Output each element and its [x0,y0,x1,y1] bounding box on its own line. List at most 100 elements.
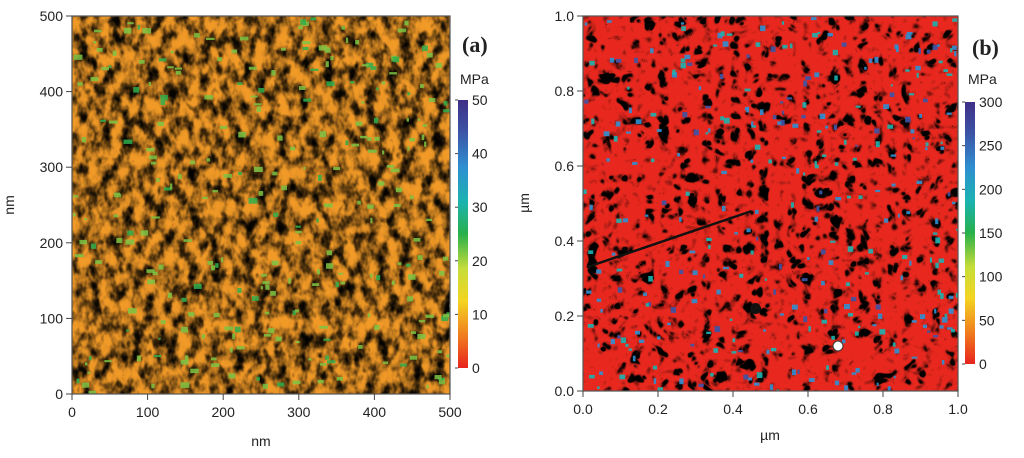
texture-speck [650,48,654,54]
texture-speck [782,44,788,49]
texture-speck [902,255,908,260]
texture-speck [935,218,939,225]
texture-speck [404,20,409,26]
colorbar-tick-label: 0 [472,360,480,376]
texture-speck [410,195,414,200]
texture-speck [212,189,218,193]
texture-speck [834,75,838,81]
texture-speck [855,144,858,147]
texture-speck [941,360,945,365]
texture-speck [419,84,424,89]
texture-speck [875,189,881,193]
texture-speck [834,380,840,386]
texture-speck [910,129,915,134]
texture-speck [754,144,761,150]
x-tick-label: 0 [68,404,76,420]
texture-speck [376,87,379,91]
texture-speck [672,69,676,75]
texture-speck [335,281,339,288]
texture-speck [874,56,879,63]
texture-speck [850,297,857,302]
texture-speck [670,307,677,313]
texture-speck [828,260,834,265]
texture-speck [188,312,195,317]
texture-speck [747,377,753,381]
texture-speck [680,62,686,69]
texture-speck [205,37,215,40]
texture-speck [163,187,172,191]
texture-speck [370,273,373,278]
texture-speck [438,378,446,385]
texture-speck [816,206,820,212]
texture-speck [801,114,806,119]
texture-speck [915,65,921,71]
texture-speck [894,44,899,50]
colorbar-tick-label: 150 [979,225,1003,241]
texture-speck [180,326,189,333]
panel-b-colorbar [965,102,975,364]
x-tick-label: 300 [287,404,311,420]
texture-speck [136,355,141,362]
texture-speck [417,334,426,339]
texture-speck [805,76,812,81]
texture-speck [948,308,954,314]
panel-a-x-axis-label: nm [251,433,270,449]
texture-speck [146,148,155,152]
panel-b-heatmap [583,16,958,391]
texture-speck [426,218,432,222]
texture-speck [693,129,699,136]
texture-speck [759,25,766,32]
texture-speck [81,137,87,143]
texture-speck [345,140,349,146]
texture-speck [812,33,818,38]
texture-speck [400,363,407,367]
texture-speck [714,326,721,333]
panel-b-frame [582,15,959,392]
texture-speck [890,84,893,87]
texture-speck [844,139,847,145]
texture-speck [948,295,954,299]
texture-speck [841,42,847,47]
texture-speck [125,239,135,245]
texture-speck [151,216,160,219]
texture-speck [803,80,808,87]
texture-speck [653,378,657,384]
texture-speck [705,105,711,109]
texture-speck [720,31,725,37]
texture-speck [652,365,658,370]
texture-speck [351,143,360,147]
texture-speck [319,325,328,329]
texture-speck [589,60,595,66]
texture-speck [90,243,97,249]
texture-speck [108,65,112,68]
texture-speck [821,154,827,158]
texture-speck [821,280,825,286]
y-tick-label: 0.2 [555,308,575,324]
texture-speck [687,62,693,66]
texture-speck [744,107,748,111]
texture-speck [158,337,161,340]
texture-speck [303,98,312,102]
texture-speck [125,329,130,332]
x-tick-label: 1.0 [948,401,968,417]
texture-speck [868,248,874,254]
texture-speck [183,239,192,242]
texture-speck [442,256,449,261]
texture-speck [308,358,312,361]
texture-speck [180,359,189,365]
texture-speck [73,212,76,217]
texture-speck [443,313,450,318]
texture-speck [877,313,883,319]
colorbar-tick-label: 0 [979,356,987,372]
texture-speck [240,36,249,41]
texture-speck [377,181,385,186]
texture-speck [263,334,272,337]
texture-speck [382,361,389,364]
texture-speck [336,376,344,381]
colorbar-tick-label: 20 [472,253,488,269]
texture-speck [277,135,283,141]
texture-speck [789,43,793,49]
texture-speck [421,134,425,141]
texture-speck [807,257,810,261]
texture-speck [236,346,245,350]
